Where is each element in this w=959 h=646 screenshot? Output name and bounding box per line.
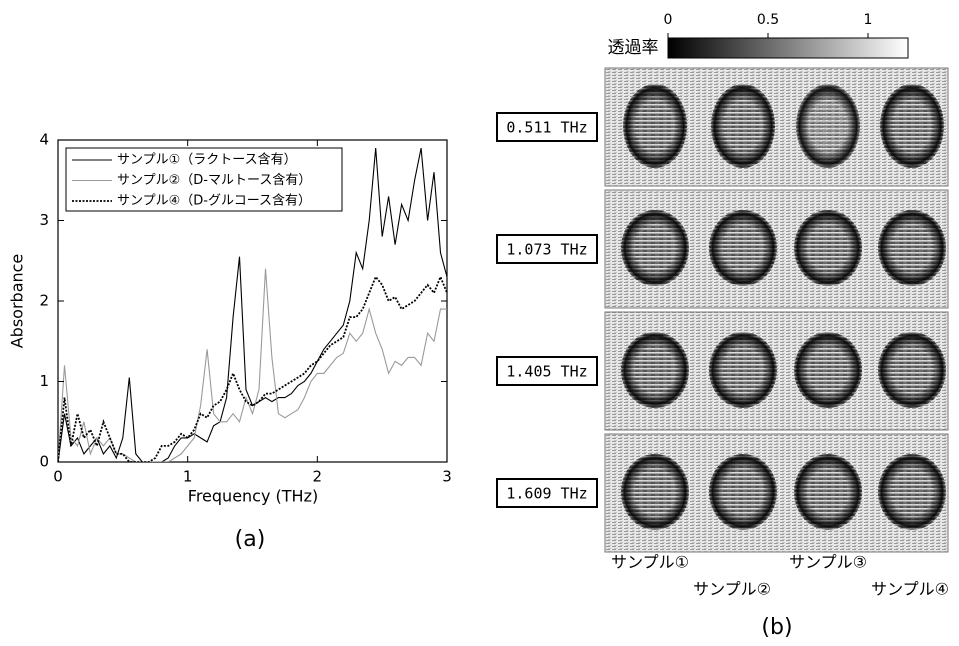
frequency-box [496, 234, 598, 264]
legend-label: サンプル①（ラクトース含有） [117, 152, 297, 168]
y-tick-label: 4 [39, 131, 49, 149]
x-axis-label: Frequency (THz) [188, 487, 318, 506]
y-axis-label: Absorbance [8, 254, 27, 349]
colorbar [667, 37, 909, 59]
sample-label: サンプル① [611, 553, 689, 572]
sample-rim [709, 454, 777, 530]
data-line [58, 274, 447, 462]
x-tick-label: 3 [442, 468, 452, 486]
sample-rim [711, 84, 775, 168]
sample-rim [709, 210, 777, 286]
sample-rim [878, 210, 946, 286]
frequency-label: 0.511 THz [506, 119, 587, 137]
frequency-box [496, 356, 598, 386]
plot-lines [58, 147, 447, 462]
sample-rim [621, 454, 689, 530]
colorbar-tick-label: 0 [664, 12, 673, 28]
frequency-label: 1.073 THz [506, 241, 587, 259]
sample-rim [878, 332, 946, 408]
frequency-box [496, 112, 598, 142]
frequency-label: 1.609 THz [506, 485, 587, 503]
sample-rim [623, 84, 687, 168]
x-tick-label: 1 [183, 468, 193, 486]
panel-label: (b) [761, 615, 792, 640]
y-tick-label: 0 [39, 453, 49, 471]
sample-rim [621, 210, 689, 286]
x-tick-label: 0 [53, 468, 63, 486]
panel-label: (a) [235, 527, 266, 552]
sample-rim [878, 454, 946, 530]
y-tick-label: 3 [39, 211, 49, 229]
data-line [58, 147, 447, 462]
y-tick-label: 1 [39, 372, 49, 390]
image-grid [604, 67, 949, 553]
frequency-box [496, 478, 598, 508]
sample-label: サンプル② [693, 580, 771, 599]
x-tick-label: 2 [313, 468, 323, 486]
sample-rim [621, 332, 689, 408]
sample-rim [794, 454, 862, 530]
legend-label: サンプル②（D-マルトース含有） [117, 172, 311, 188]
colorbar-label: 透過率 [608, 38, 659, 58]
data-line [58, 268, 447, 462]
y-tick-label: 2 [39, 292, 49, 310]
sample-rim [794, 210, 862, 286]
sample-rim [709, 332, 777, 408]
colorbar-tick-label: 0.5 [757, 12, 779, 28]
sample-label: サンプル③ [789, 553, 867, 572]
sample-rim [880, 84, 944, 168]
frequency-label: 1.405 THz [506, 363, 587, 381]
colorbar-tick-label: 1 [864, 12, 873, 28]
sample-rim [796, 84, 860, 168]
sample-label: サンプル④ [871, 580, 949, 599]
legend-label: サンプル④（D-グルコース含有） [117, 193, 311, 209]
sample-rim [794, 332, 862, 408]
